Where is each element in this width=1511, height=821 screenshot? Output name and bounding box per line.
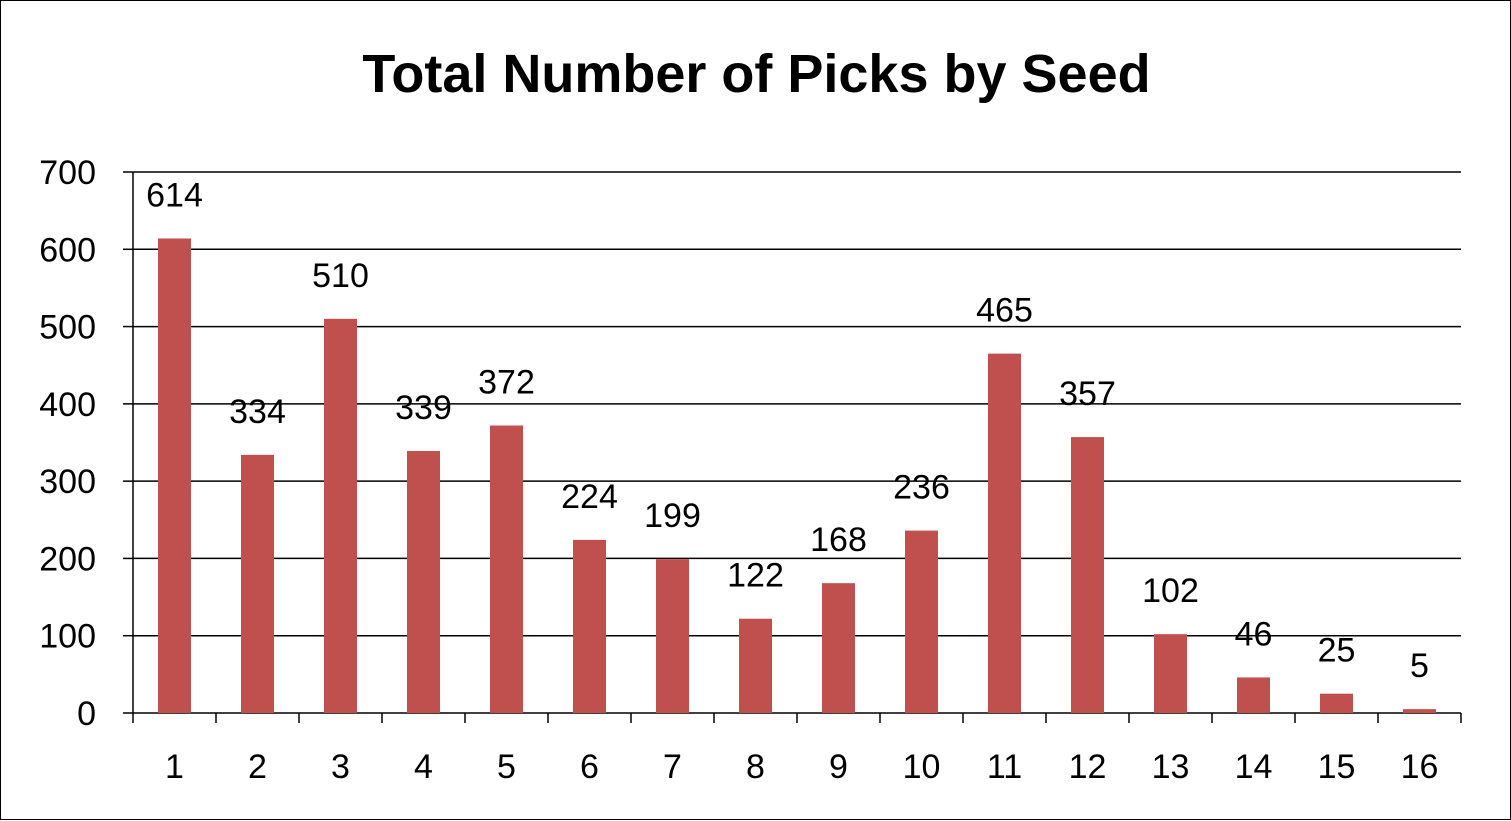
data-label: 224 — [561, 478, 618, 516]
data-label: 510 — [312, 257, 369, 295]
bar-seed-16 — [1403, 709, 1436, 713]
y-tick-label: 600 — [39, 231, 96, 269]
bar-seed-11 — [988, 353, 1021, 713]
bar-seed-15 — [1320, 693, 1353, 713]
x-tick-label: 8 — [746, 748, 765, 786]
data-label: 465 — [976, 292, 1033, 330]
bar-seed-3 — [324, 318, 357, 713]
x-tick-label: 1 — [165, 748, 184, 786]
data-label: 357 — [1059, 375, 1116, 413]
data-label: 199 — [644, 497, 701, 535]
data-label: 25 — [1318, 632, 1356, 670]
x-tick-label: 5 — [497, 748, 516, 786]
data-label: 372 — [478, 363, 535, 401]
bar-seed-5 — [490, 425, 523, 713]
chart-title: Total Number of Picks by Seed — [362, 44, 1151, 104]
data-label: 339 — [395, 389, 452, 427]
bar-seed-10 — [905, 530, 938, 713]
y-tick-label: 200 — [39, 540, 96, 578]
bar-seed-4 — [407, 451, 440, 713]
data-label: 122 — [727, 557, 784, 595]
y-tick-label: 100 — [39, 618, 96, 656]
y-tick-label: 400 — [39, 386, 96, 424]
x-tick-label: 11 — [987, 748, 1022, 786]
bar-seed-12 — [1071, 437, 1104, 713]
bar-seed-2 — [241, 454, 274, 713]
bar-seed-14 — [1237, 677, 1270, 713]
x-tick-label: 4 — [414, 748, 433, 786]
bar-seed-6 — [573, 539, 606, 713]
bar-seed-7 — [656, 559, 689, 713]
x-tick-label: 2 — [248, 748, 267, 786]
bar-seed-9 — [822, 583, 855, 713]
data-label: 614 — [146, 176, 203, 214]
data-label: 168 — [810, 521, 867, 559]
y-tick-label: 500 — [39, 309, 96, 347]
x-tick-label: 7 — [663, 748, 682, 786]
bar-seed-13 — [1154, 634, 1187, 713]
y-tick-label: 0 — [77, 695, 96, 733]
bar-seed-1 — [158, 238, 191, 714]
x-tick-label: 6 — [580, 748, 599, 786]
data-label: 236 — [893, 469, 950, 507]
x-tick-label: 12 — [1069, 748, 1107, 786]
x-tick-label: 16 — [1401, 748, 1439, 786]
bar-seed-8 — [739, 618, 772, 713]
x-tick-label: 15 — [1318, 748, 1356, 786]
data-label: 5 — [1410, 647, 1429, 685]
data-label: 46 — [1235, 615, 1273, 653]
y-tick-label: 300 — [39, 463, 96, 501]
x-tick-label: 9 — [829, 748, 848, 786]
data-label: 102 — [1142, 572, 1199, 610]
x-tick-label: 3 — [331, 748, 350, 786]
x-tick-label: 14 — [1235, 748, 1273, 786]
x-tick-label: 13 — [1152, 748, 1190, 786]
y-tick-label: 700 — [39, 154, 96, 192]
data-label: 334 — [229, 393, 286, 431]
x-tick-label: 10 — [903, 748, 941, 786]
